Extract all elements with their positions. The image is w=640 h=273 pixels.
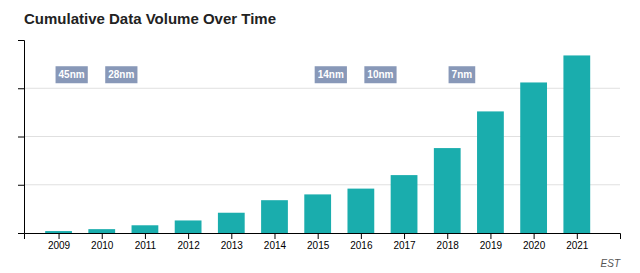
bar (45, 231, 72, 233)
annotation: 7nm (449, 66, 476, 83)
x-tick: 2011 (135, 233, 157, 251)
x-tick: 2021 (566, 233, 589, 251)
x-tick: 2016 (350, 233, 373, 251)
chart-container: Cumulative Data Volume Over Time 2009 2010… (0, 0, 640, 273)
plot-area: 2009 2010 2011 2012 2013 2014 2015 2016 2017 2018… (18, 41, 621, 270)
y-tick-mark (18, 185, 24, 186)
annotation: 14nm (315, 66, 347, 83)
bar (563, 55, 590, 233)
x-tick-label: 2021 (566, 240, 589, 251)
bar (520, 82, 547, 233)
annotation-box (364, 66, 396, 83)
annotation-label: 7nm (452, 69, 473, 80)
x-tick: 2010 (91, 233, 114, 251)
x-tick: 2015 (307, 233, 330, 251)
bar (88, 229, 115, 233)
x-axis: 2009 2010 2011 2012 2013 2014 2015 2016 2017 2018… (25, 233, 621, 251)
annotation-box (56, 66, 88, 83)
x-tick-label: 2013 (221, 240, 244, 251)
x-tick-label: 2018 (437, 240, 460, 251)
annotation: 45nm (56, 66, 88, 83)
annotation: 28nm (105, 66, 137, 83)
bar (477, 111, 504, 233)
x-tick-label: 2010 (91, 240, 114, 251)
y-tick (18, 88, 24, 89)
x-tick-mark (274, 233, 275, 239)
x-tick-label: 2009 (48, 240, 71, 251)
chart-title: Cumulative Data Volume Over Time (24, 10, 276, 27)
bars (45, 55, 590, 233)
x-tick-label: 2017 (393, 240, 416, 251)
bar (347, 189, 374, 233)
x-tick-mark (404, 233, 405, 239)
bar (175, 220, 202, 233)
annotation-label: 28nm (108, 69, 134, 80)
x-tick-label: 2014 (264, 240, 287, 251)
x-tick-mark (447, 233, 448, 239)
x-tick-mark (59, 233, 60, 239)
x-axis-line (25, 234, 621, 240)
x-tick-label: 2015 (307, 240, 330, 251)
x-tick: 2014 (264, 233, 287, 251)
y-tick-mark (18, 137, 24, 138)
x-tick-label: 2019 (480, 240, 503, 251)
bar (261, 200, 288, 233)
annotation: 10nm (364, 66, 396, 83)
y-tick (18, 185, 24, 186)
bar (304, 194, 331, 233)
x-tick-mark (231, 233, 232, 239)
annotation-box (315, 66, 347, 83)
chart-svg: Cumulative Data Volume Over Time 2009 2010… (0, 0, 640, 273)
x-axis-label: EST (601, 258, 621, 269)
annotation-label: 14nm (318, 69, 344, 80)
x-tick-mark (145, 233, 146, 239)
y-tick-mark (18, 88, 24, 89)
x-tick-label: 2020 (523, 240, 546, 251)
x-tick-label: 2016 (350, 240, 373, 251)
x-tick-mark (361, 233, 362, 239)
bar (218, 213, 245, 233)
x-tick-mark (188, 233, 189, 239)
bar (132, 225, 159, 233)
x-tick-mark (102, 233, 103, 239)
x-tick: 2020 (523, 233, 546, 251)
x-tick-mark (577, 233, 578, 239)
x-tick-mark (534, 233, 535, 239)
annotation-box (449, 66, 476, 83)
x-tick-label: 2012 (177, 240, 200, 251)
x-tick: 2019 (480, 233, 503, 251)
annotation-label: 45nm (59, 69, 85, 80)
x-tick: 2017 (393, 233, 416, 251)
x-tick: 2013 (221, 233, 244, 251)
x-tick-mark (318, 233, 319, 239)
bar (434, 148, 461, 233)
y-axis (18, 41, 25, 234)
annotation-label: 10nm (367, 69, 393, 80)
x-tick-mark (490, 233, 491, 239)
annotations: 45nm 28nm 14nm 10nm 7nm (56, 66, 476, 83)
x-tick: 2009 (48, 233, 71, 251)
x-tick-label: 2011 (135, 240, 157, 251)
y-axis-line (18, 41, 25, 234)
annotation-box (105, 66, 137, 83)
bar (391, 175, 418, 233)
y-tick (18, 137, 24, 138)
x-tick: 2018 (437, 233, 460, 251)
x-tick: 2012 (177, 233, 200, 251)
